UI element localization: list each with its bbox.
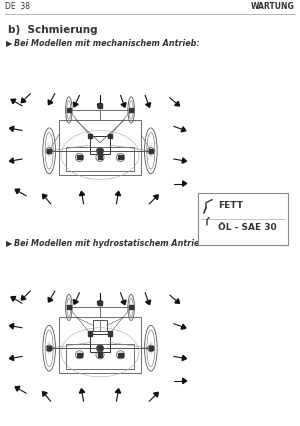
Polygon shape <box>182 355 187 360</box>
Bar <box>90 136 110 154</box>
Bar <box>149 149 153 153</box>
Polygon shape <box>97 302 103 305</box>
Circle shape <box>97 345 103 351</box>
Bar <box>118 353 123 357</box>
Bar <box>108 331 112 336</box>
Polygon shape <box>146 300 151 305</box>
Text: b)  Schmierung: b) Schmierung <box>8 25 97 35</box>
Polygon shape <box>154 392 158 397</box>
Polygon shape <box>73 299 78 304</box>
Text: ▶: ▶ <box>6 239 13 248</box>
Polygon shape <box>115 191 121 196</box>
Polygon shape <box>21 295 26 300</box>
Polygon shape <box>48 297 53 302</box>
Bar <box>59 317 141 373</box>
Polygon shape <box>9 126 14 132</box>
Bar <box>118 155 123 159</box>
Bar <box>198 193 288 245</box>
Bar <box>77 155 82 159</box>
Bar <box>98 353 102 357</box>
Bar <box>66 147 134 171</box>
Polygon shape <box>181 324 186 329</box>
Polygon shape <box>21 98 26 103</box>
Polygon shape <box>183 181 187 186</box>
Bar <box>88 331 92 336</box>
Bar <box>149 346 153 350</box>
Polygon shape <box>146 103 151 107</box>
Text: WARTUNG: WARTUNG <box>251 2 295 11</box>
Bar <box>98 104 102 108</box>
Text: ▶: ▶ <box>6 39 13 48</box>
Text: ÖL - SAE 30: ÖL - SAE 30 <box>218 223 277 232</box>
Polygon shape <box>97 104 103 108</box>
Polygon shape <box>121 103 126 107</box>
Polygon shape <box>175 101 180 106</box>
Polygon shape <box>175 299 180 303</box>
Polygon shape <box>80 389 85 393</box>
Text: Bei Modellen mit mechanischem Antrieb:: Bei Modellen mit mechanischem Antrieb: <box>14 39 200 48</box>
Polygon shape <box>15 189 20 194</box>
Bar <box>90 334 110 351</box>
Bar <box>98 149 102 153</box>
Bar <box>98 301 102 305</box>
Polygon shape <box>182 158 187 163</box>
Bar <box>88 134 92 138</box>
Polygon shape <box>154 195 158 200</box>
Polygon shape <box>48 100 53 105</box>
Polygon shape <box>181 127 186 132</box>
Bar <box>108 134 112 138</box>
Bar <box>67 108 71 112</box>
Polygon shape <box>9 324 14 329</box>
Circle shape <box>97 147 103 154</box>
Bar <box>67 305 71 309</box>
Polygon shape <box>11 99 16 104</box>
Polygon shape <box>11 296 16 301</box>
Polygon shape <box>73 102 78 107</box>
Text: FETT: FETT <box>218 201 243 210</box>
Circle shape <box>98 104 103 108</box>
Bar <box>98 155 102 159</box>
Polygon shape <box>43 194 47 199</box>
Polygon shape <box>183 378 187 384</box>
Bar <box>129 108 133 112</box>
Bar <box>98 346 102 350</box>
Bar <box>47 346 51 350</box>
Bar <box>66 344 134 368</box>
Polygon shape <box>9 355 14 360</box>
Bar <box>47 149 51 153</box>
Text: Bei Modellen mit hydrostatischem Antrieb:: Bei Modellen mit hydrostatischem Antrieb… <box>14 239 208 248</box>
Polygon shape <box>115 389 121 393</box>
Polygon shape <box>80 191 85 196</box>
Polygon shape <box>9 158 14 163</box>
Bar <box>59 120 141 176</box>
Bar <box>77 353 82 357</box>
Bar <box>93 320 106 331</box>
Bar <box>129 305 133 309</box>
Polygon shape <box>43 391 47 396</box>
Circle shape <box>98 301 103 306</box>
Text: DE  38: DE 38 <box>5 2 30 11</box>
Polygon shape <box>121 300 126 305</box>
Polygon shape <box>15 386 20 391</box>
